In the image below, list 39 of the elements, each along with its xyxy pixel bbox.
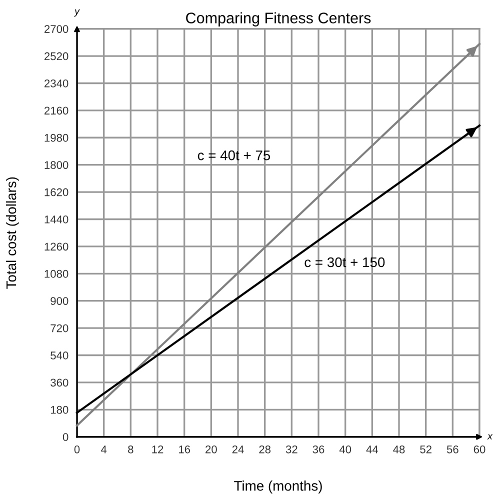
y-tick-label: 1260	[44, 242, 68, 251]
y-tick-label: 540	[50, 352, 68, 360]
annotation: c = 30t + 150	[304, 257, 385, 268]
y-tick-label: 1800	[44, 161, 68, 169]
y-tick-label: 1440	[44, 216, 68, 224]
y-axis-title: Total cost (dollars)	[6, 177, 19, 289]
x-tick-label: 40	[339, 445, 352, 454]
x-tick-label: 8	[128, 445, 134, 454]
x-axis-title: Time (months)	[234, 480, 322, 494]
annotation: c = 40t + 75	[198, 150, 270, 160]
x-tick-label: 16	[179, 445, 190, 454]
y-tick-label: 2520	[44, 52, 68, 60]
x-tick-label: 36	[312, 445, 324, 454]
text: x	[487, 434, 493, 440]
y-tick-label: 1080	[44, 270, 68, 278]
x-tick-label: 20	[206, 445, 217, 454]
text: y	[74, 9, 80, 17]
y-tick-label: 2700	[44, 25, 68, 33]
x-tick-label: 12	[152, 445, 164, 454]
x-tick-label: 52	[420, 445, 432, 454]
y-tick-label: 720	[50, 324, 68, 332]
x-tick-label: 44	[366, 446, 378, 454]
y-tick-label: 0	[62, 433, 68, 441]
x-tick-label: 28	[259, 445, 271, 454]
y-tick-label: 900	[50, 297, 68, 305]
y-tick-label: 2160	[44, 106, 68, 115]
y-tick-label: 2340	[44, 80, 68, 88]
x-tick-label: 32	[286, 445, 298, 454]
x-tick-label: 48	[393, 445, 405, 454]
x-tick-label: 56	[446, 445, 458, 454]
x-tick-label: 24	[232, 445, 244, 454]
x-tick-label: 4	[101, 446, 107, 454]
y-tick-label: 1620	[44, 188, 68, 196]
y-tick-label: 180	[50, 406, 68, 414]
x-tick-label: 0	[74, 445, 80, 454]
chart-title: Comparing Fitness Centers	[186, 12, 371, 26]
y-tick-label: 1980	[44, 134, 68, 142]
x-tick-label: 60	[474, 445, 486, 454]
y-tick-label: 360	[50, 378, 68, 387]
